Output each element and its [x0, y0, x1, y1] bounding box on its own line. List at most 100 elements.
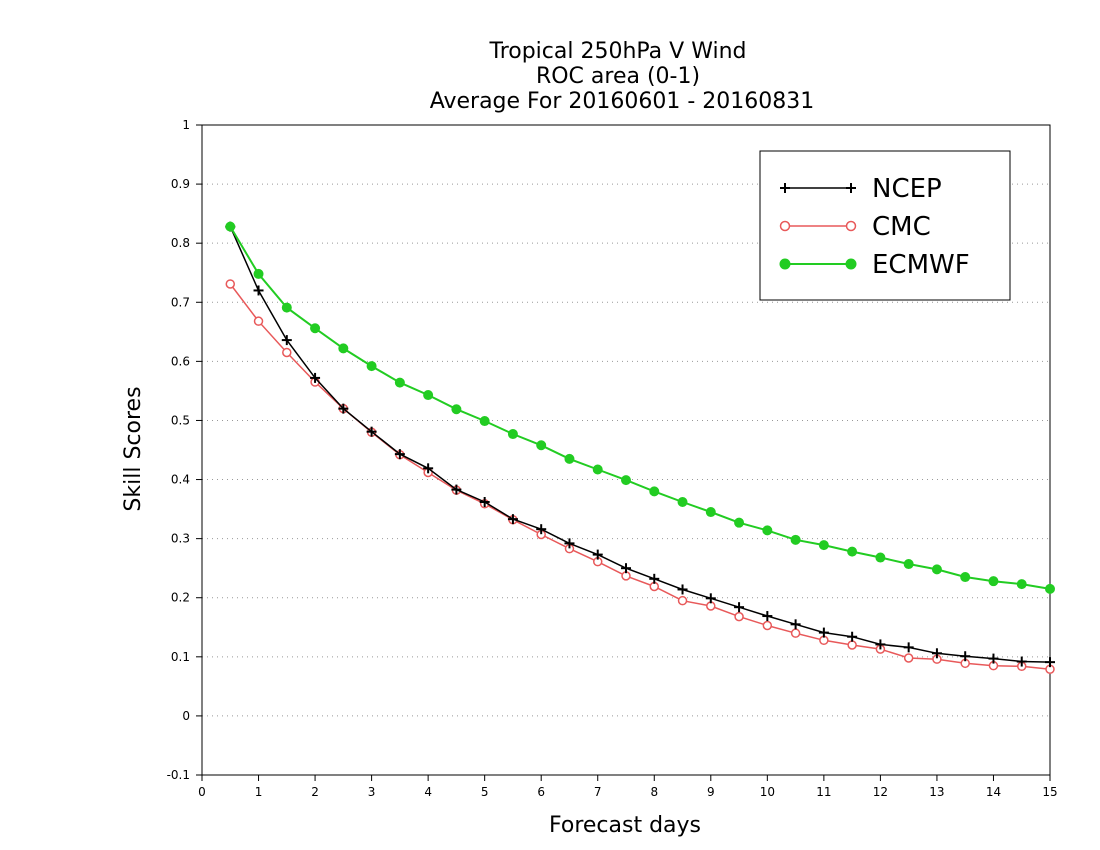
series-cmc [225, 279, 1055, 674]
ecmwf-point [592, 464, 603, 475]
ncep-point [253, 285, 264, 296]
ecmwf-point [366, 361, 377, 372]
ecmwf-point [281, 302, 292, 313]
ncep-point [536, 524, 547, 535]
x-tick-label: 13 [929, 785, 944, 799]
ecmwf-point [394, 377, 405, 388]
ecmwf-point [903, 559, 914, 570]
ecmwf-point [960, 572, 971, 583]
y-tick-label: 0.9 [171, 177, 190, 191]
ecmwf-point [779, 258, 791, 270]
title-line-3: Average For 20160601 - 20160831 [430, 89, 815, 114]
ncep-point [818, 627, 829, 638]
cmc-point [845, 220, 857, 232]
ecmwf-point [875, 552, 886, 563]
cmc-point [225, 279, 236, 289]
ncep-point [705, 593, 716, 604]
x-tick-label: 3 [368, 785, 376, 799]
series-layer [225, 221, 1055, 674]
ecmwf-point [1016, 579, 1027, 590]
legend-item-cmc: CMC [779, 212, 931, 242]
ncep-point [846, 183, 856, 193]
x-tick-label: 11 [816, 785, 831, 799]
ncep-point [931, 648, 942, 659]
ecmwf-point [253, 268, 264, 279]
y-axis: -0.1 0 0.1 0.2 0.3 0.4 0.5 0.6 0.7 0.8 0.9 1 [167, 118, 202, 782]
y-axis-label: Skill Scores [121, 386, 146, 511]
cmc-point [734, 611, 744, 622]
ncep-point [479, 497, 490, 507]
cmc-point [790, 628, 801, 638]
ncep-point [564, 538, 575, 549]
ncep-point [960, 651, 971, 662]
ecmwf-point [818, 540, 829, 551]
ncep-point [780, 183, 790, 193]
ecmwf-point [621, 475, 631, 486]
cmc-point [903, 653, 914, 663]
ecmwf-point [564, 453, 575, 464]
y-tick-label: 0.2 [171, 591, 190, 605]
x-axis: 0 1 2 3 4 5 6 7 8 9 10 11 12 13 14 15 [198, 775, 1058, 799]
ncep-point [281, 335, 292, 346]
ncep-point [677, 584, 688, 595]
ncep-point [451, 484, 462, 495]
ncep-point [621, 563, 631, 574]
x-tick-label: 7 [594, 785, 602, 799]
ecmwf-point [451, 404, 462, 415]
x-tick-label: 6 [537, 785, 545, 799]
ncep-point [592, 549, 603, 560]
ecmwf-point [705, 507, 716, 518]
ncep-point [762, 611, 773, 622]
x-tick-label: 8 [650, 785, 658, 799]
title-line-2: ROC area (0-1) [536, 64, 700, 89]
x-tick-label: 4 [424, 785, 432, 799]
ecmwf-point [338, 343, 349, 354]
y-tick-label: 0.5 [171, 413, 190, 427]
y-tick-label: 0.4 [171, 473, 190, 487]
ncep-point [366, 426, 377, 437]
ecmwf-point [536, 440, 547, 451]
cmc-point [847, 640, 857, 650]
x-tick-label: 10 [760, 785, 775, 799]
cmc-point [677, 595, 688, 606]
ecmwf-point [790, 534, 801, 545]
ncep-point [903, 642, 914, 653]
x-tick-label: 5 [481, 785, 489, 799]
legend-label: NCEP [872, 174, 942, 204]
ncep-point [988, 653, 999, 664]
y-tick-label: 0.6 [171, 354, 190, 368]
plot-frame [201, 124, 1051, 776]
title-line-1: Tropical 250hPa V Wind [488, 39, 746, 64]
y-tick-label: 0.7 [171, 295, 190, 309]
legend: NCEP CMC ECMWF [759, 150, 1011, 301]
y-tick-label: 1 [182, 118, 190, 132]
legend-item-ncep: NCEP [780, 174, 942, 204]
ecmwf-point [847, 546, 858, 557]
y-tick-label: 0.3 [171, 532, 190, 546]
ecmwf-point [734, 517, 745, 528]
y-tick-label: 0 [182, 709, 190, 723]
x-tick-label: 1 [255, 785, 263, 799]
ecmwf-point [507, 429, 518, 440]
series-ecmwf [225, 221, 1055, 594]
ncep-point [338, 403, 349, 414]
ecmwf-point [423, 390, 434, 401]
ncep-point [847, 631, 858, 642]
ecmwf-point [845, 258, 857, 270]
cmc-point [253, 316, 264, 326]
series-line-cmc [229, 283, 1051, 670]
ncep-point [1045, 657, 1055, 668]
x-axis-label: Forecast days [549, 813, 701, 838]
cmc-point [762, 620, 773, 631]
ncep-point [790, 619, 801, 630]
legend-label: CMC [872, 212, 931, 242]
ncep-point [423, 463, 434, 474]
y-tick-label: -0.1 [167, 768, 190, 782]
ecmwf-point [988, 576, 999, 587]
ecmwf-point [762, 525, 773, 536]
ncep-point [507, 514, 518, 525]
x-tick-label: 9 [707, 785, 715, 799]
ecmwf-point [649, 486, 660, 497]
x-tick-label: 14 [986, 785, 1001, 799]
